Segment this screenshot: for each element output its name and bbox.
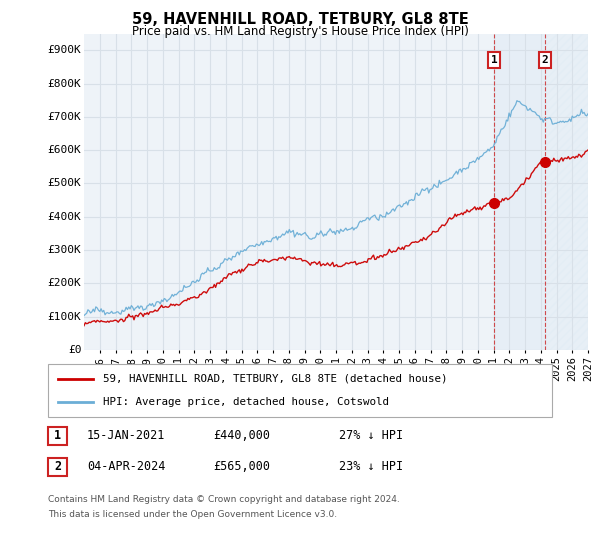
Text: £565,000: £565,000 <box>213 460 270 473</box>
Text: This data is licensed under the Open Government Licence v3.0.: This data is licensed under the Open Gov… <box>48 510 337 519</box>
Text: £800K: £800K <box>48 78 82 88</box>
Text: £200K: £200K <box>48 278 82 288</box>
Text: £900K: £900K <box>48 45 82 55</box>
FancyBboxPatch shape <box>48 364 552 417</box>
Text: £440,000: £440,000 <box>213 429 270 442</box>
Text: £0: £0 <box>68 345 82 355</box>
Text: 59, HAVENHILL ROAD, TETBURY, GL8 8TE: 59, HAVENHILL ROAD, TETBURY, GL8 8TE <box>131 12 469 27</box>
Text: £100K: £100K <box>48 312 82 321</box>
Text: 15-JAN-2021: 15-JAN-2021 <box>87 429 166 442</box>
Text: 2: 2 <box>54 460 61 473</box>
Text: £400K: £400K <box>48 212 82 222</box>
Bar <box>494 34 545 350</box>
Text: 04-APR-2024: 04-APR-2024 <box>87 460 166 473</box>
Text: 23% ↓ HPI: 23% ↓ HPI <box>339 460 403 473</box>
Text: 1: 1 <box>491 55 497 66</box>
Text: £300K: £300K <box>48 245 82 255</box>
Text: 1: 1 <box>54 429 61 442</box>
Text: 59, HAVENHILL ROAD, TETBURY, GL8 8TE (detached house): 59, HAVENHILL ROAD, TETBURY, GL8 8TE (de… <box>103 374 448 384</box>
Text: 2: 2 <box>542 55 548 66</box>
Bar <box>545 34 588 350</box>
Text: £700K: £700K <box>48 112 82 122</box>
Text: HPI: Average price, detached house, Cotswold: HPI: Average price, detached house, Cots… <box>103 397 389 407</box>
Text: £500K: £500K <box>48 179 82 189</box>
Text: Contains HM Land Registry data © Crown copyright and database right 2024.: Contains HM Land Registry data © Crown c… <box>48 495 400 504</box>
Text: £600K: £600K <box>48 145 82 155</box>
Text: Price paid vs. HM Land Registry's House Price Index (HPI): Price paid vs. HM Land Registry's House … <box>131 25 469 38</box>
Text: 27% ↓ HPI: 27% ↓ HPI <box>339 429 403 442</box>
